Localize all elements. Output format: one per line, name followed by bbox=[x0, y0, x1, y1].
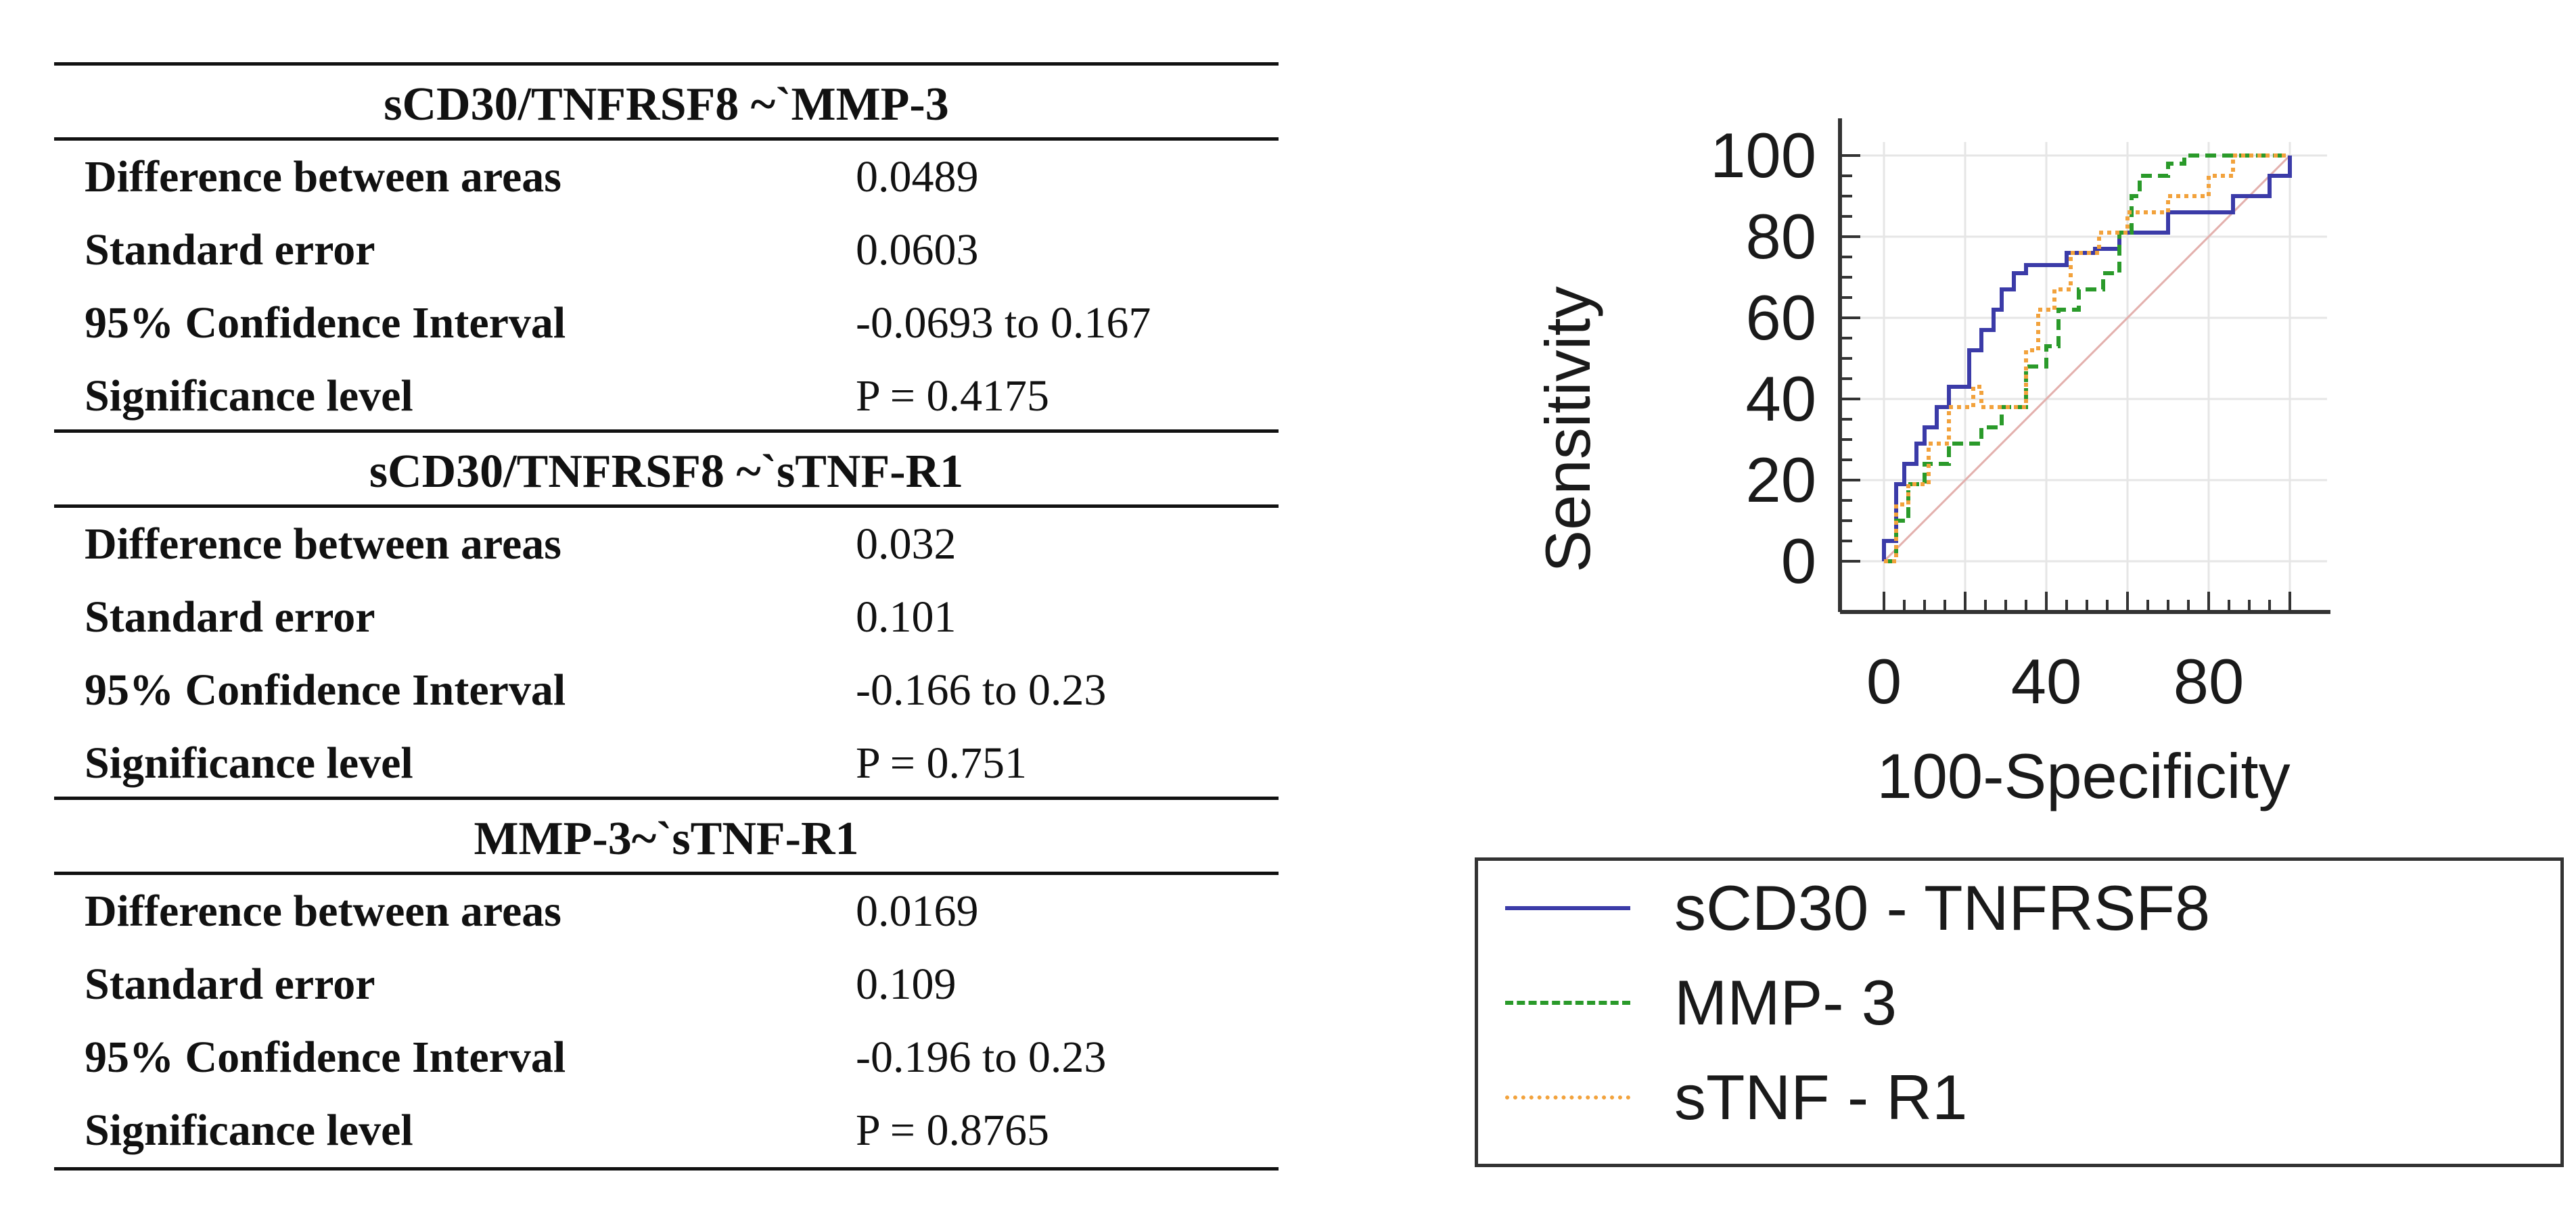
axes bbox=[1838, 118, 2330, 614]
series-stnfr1-line bbox=[1884, 153, 2290, 563]
comparison-title: sCD30/TNFRSF8 ~`sTNF-R1 bbox=[54, 429, 1279, 508]
table-row: Difference between areas 0.032 bbox=[54, 508, 1279, 581]
legend-item-stnfr1: sTNF - R1 bbox=[1505, 1057, 1967, 1138]
row-label: Standard error bbox=[85, 592, 375, 642]
legend-item-mmp3: MMP- 3 bbox=[1505, 962, 1897, 1043]
y-tick-label: 40 bbox=[1745, 363, 1816, 434]
table-row: Significance level P = 0.751 bbox=[54, 727, 1279, 800]
row-value: P = 0.4175 bbox=[856, 371, 1049, 421]
table-row: 95% Confidence Interval -0.196 to 0.23 bbox=[54, 1021, 1279, 1094]
x-tick-label: 40 bbox=[2011, 646, 2082, 717]
table-row: Standard error 0.101 bbox=[54, 581, 1279, 654]
row-value: -0.166 to 0.23 bbox=[856, 665, 1107, 715]
row-value: 0.0169 bbox=[856, 887, 979, 936]
row-value: -0.0693 to 0.167 bbox=[856, 298, 1151, 348]
row-label: Significance level bbox=[85, 371, 413, 421]
table-row: Difference between areas 0.0489 bbox=[54, 141, 1279, 214]
comparison-block-2: sCD30/TNFRSF8 ~`sTNF-R1 Difference betwe… bbox=[54, 429, 1279, 800]
row-label: Difference between areas bbox=[85, 519, 561, 569]
row-label: Standard error bbox=[85, 960, 375, 1009]
comparison-title: MMP-3~`sTNF-R1 bbox=[54, 797, 1279, 875]
legend-swatch-dashed bbox=[1505, 1001, 1630, 1005]
y-tick-label: 60 bbox=[1745, 282, 1816, 353]
y-tick-label: 20 bbox=[1745, 444, 1816, 515]
row-label: Difference between areas bbox=[85, 887, 561, 936]
x-tick-label: 80 bbox=[2174, 646, 2245, 717]
table-row: Difference between areas 0.0169 bbox=[54, 875, 1279, 948]
y-axis-label: Sensitivity bbox=[1532, 286, 1603, 572]
comparison-block-3: MMP-3~`sTNF-R1 Difference between areas 0… bbox=[54, 797, 1279, 1167]
row-label: 95% Confidence Interval bbox=[85, 298, 566, 348]
table-row: Standard error 0.109 bbox=[54, 948, 1279, 1021]
legend-label: sTNF - R1 bbox=[1674, 1062, 1968, 1133]
reference-diagonal-line bbox=[1883, 154, 2291, 563]
table-row: 95% Confidence Interval -0.0693 to 0.167 bbox=[54, 287, 1279, 360]
row-label: Significance level bbox=[85, 1106, 413, 1155]
y-tick-label: 100 bbox=[1710, 120, 1816, 191]
row-value: 0.032 bbox=[856, 519, 957, 569]
table-row: Significance level P = 0.8765 bbox=[54, 1094, 1279, 1167]
comparison-title: sCD30/TNFRSF8 ~`MMP-3 bbox=[54, 62, 1279, 141]
row-value: P = 0.751 bbox=[856, 738, 1027, 788]
series-mmp3-line bbox=[1884, 153, 2290, 563]
legend-item-scd30: sCD30 - TNFRSF8 bbox=[1505, 868, 2210, 949]
row-value: 0.0489 bbox=[856, 152, 979, 202]
table-row: 95% Confidence Interval -0.166 to 0.23 bbox=[54, 654, 1279, 727]
roc-chart: 0 20 40 60 80 100 0 40 80 Sensitivity 100-Specif… bbox=[1532, 118, 2330, 811]
row-label: Difference between areas bbox=[85, 152, 561, 202]
x-tick-label: 0 bbox=[1866, 646, 1902, 717]
series-scd30-line bbox=[1882, 156, 2292, 561]
table-bottom-rule bbox=[54, 1167, 1279, 1171]
x-axis-label: 100-Specificity bbox=[1877, 740, 2290, 811]
legend-swatch-dotted bbox=[1505, 1095, 1630, 1100]
row-value: 0.101 bbox=[856, 592, 957, 642]
grid bbox=[1840, 142, 2327, 612]
comparison-block-1: sCD30/TNFRSF8 ~`MMP-3 Difference between… bbox=[54, 62, 1279, 433]
legend-label: MMP- 3 bbox=[1674, 967, 1897, 1038]
series-layer bbox=[1882, 153, 2292, 563]
tick-labels: 0 20 40 60 80 100 0 40 80 bbox=[1710, 120, 2244, 717]
y-tick-label: 0 bbox=[1781, 525, 1816, 596]
table-row: Significance level P = 0.4175 bbox=[54, 360, 1279, 433]
row-label: 95% Confidence Interval bbox=[85, 1033, 566, 1082]
y-tick-label: 80 bbox=[1745, 201, 1816, 272]
row-label: 95% Confidence Interval bbox=[85, 665, 566, 715]
table-row: Standard error 0.0603 bbox=[54, 214, 1279, 287]
row-label: Standard error bbox=[85, 225, 375, 275]
row-value: P = 0.8765 bbox=[856, 1106, 1049, 1155]
legend-swatch-solid bbox=[1505, 906, 1630, 910]
row-value: -0.196 to 0.23 bbox=[856, 1033, 1107, 1082]
roc-comparison-table: sCD30/TNFRSF8 ~`MMP-3 Difference between… bbox=[54, 62, 1279, 1171]
row-label: Significance level bbox=[85, 738, 413, 788]
legend-label: sCD30 - TNFRSF8 bbox=[1674, 872, 2211, 943]
legend: sCD30 - TNFRSF8 MMP- 3 sTNF - R1 bbox=[1475, 857, 2564, 1167]
row-value: 0.0603 bbox=[856, 225, 979, 275]
row-value: 0.109 bbox=[856, 960, 957, 1009]
